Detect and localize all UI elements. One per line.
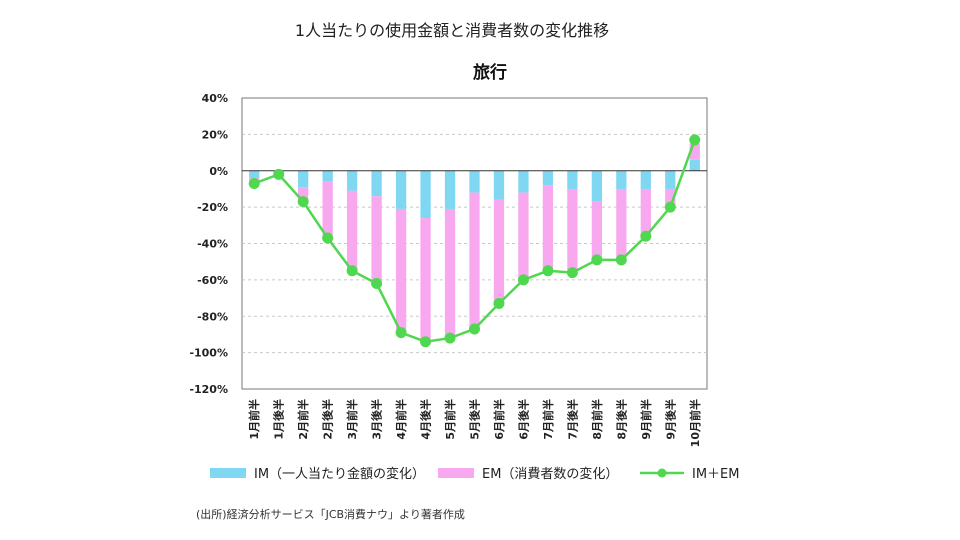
x-tick-label: 7月前半 bbox=[541, 399, 555, 440]
x-tick-label: 2月前半 bbox=[296, 399, 310, 440]
bar-em bbox=[346, 190, 358, 271]
bar-em bbox=[616, 188, 627, 260]
bar-im bbox=[346, 170, 358, 191]
bar-em bbox=[298, 187, 309, 202]
bar-im bbox=[542, 170, 554, 186]
bar-series bbox=[249, 143, 700, 342]
y-tick-label: 0% bbox=[209, 165, 228, 178]
bar-im bbox=[444, 170, 456, 209]
x-tick-label: 3月前半 bbox=[345, 399, 359, 440]
legend-swatch-im bbox=[210, 468, 246, 478]
bar-im bbox=[298, 170, 309, 188]
y-tick-label: 20% bbox=[202, 128, 228, 141]
bar-em bbox=[322, 181, 333, 239]
bar-em bbox=[567, 188, 578, 273]
bar-im bbox=[665, 170, 676, 189]
total-point bbox=[517, 274, 529, 286]
y-tick-label: -60% bbox=[197, 274, 228, 287]
bar-im bbox=[616, 170, 627, 189]
x-tick-label: 6月前半 bbox=[492, 399, 506, 440]
chart-title: 旅行 bbox=[473, 62, 507, 83]
bar-em bbox=[640, 188, 651, 237]
total-line-series bbox=[248, 134, 701, 348]
x-tick-label: 4月前半 bbox=[394, 399, 408, 440]
legend-swatch-total-marker bbox=[657, 468, 667, 478]
legend-label-im: IM（一人当たり金額の変化） bbox=[254, 466, 425, 482]
bar-im bbox=[591, 170, 603, 202]
legend-label-total: IM＋EM bbox=[692, 467, 739, 482]
bar-im bbox=[493, 170, 505, 200]
x-tick-label: 10月前半 bbox=[688, 399, 702, 447]
total-point bbox=[444, 332, 456, 344]
total-point bbox=[371, 278, 383, 290]
bar-em bbox=[493, 199, 505, 304]
y-tick-label: -100% bbox=[189, 347, 228, 360]
total-point bbox=[395, 327, 407, 339]
x-axis-ticks: 1月前半 1月後半 2月前半 2月後半 3月前半 3月後半 4月前半 4月後半 5月前半 5月後半… bbox=[247, 399, 702, 447]
total-point bbox=[273, 168, 285, 180]
x-tick-label: 5月前半 bbox=[443, 399, 457, 440]
legend-swatch-em bbox=[438, 468, 474, 478]
y-tick-label: -80% bbox=[197, 310, 228, 323]
total-point bbox=[542, 265, 554, 277]
x-tick-label: 4月後半 bbox=[419, 399, 433, 440]
total-point bbox=[420, 336, 432, 348]
total-point bbox=[566, 267, 578, 279]
bar-im bbox=[371, 170, 382, 197]
bar-im bbox=[567, 170, 578, 189]
bar-im bbox=[640, 170, 651, 189]
bar-em bbox=[371, 196, 382, 284]
total-point bbox=[346, 265, 358, 277]
bar-em bbox=[542, 185, 554, 271]
figure-title: 1人当たりの使用金額と消費者数の変化推移 bbox=[295, 21, 609, 40]
bar-em bbox=[689, 143, 700, 160]
x-tick-label: 5月後半 bbox=[468, 399, 482, 440]
bar-im bbox=[518, 170, 529, 193]
x-tick-label: 2月後半 bbox=[321, 399, 335, 440]
bar-im bbox=[469, 170, 480, 193]
bar-em bbox=[665, 188, 676, 208]
y-tick-label: -40% bbox=[197, 238, 228, 251]
bar-em bbox=[395, 208, 407, 333]
total-point bbox=[248, 177, 260, 189]
total-point bbox=[615, 254, 627, 266]
y-tick-label: -120% bbox=[189, 383, 228, 396]
total-point bbox=[689, 134, 701, 146]
legend-label-em: EM（消費者数の変化） bbox=[482, 466, 618, 482]
x-tick-label: 7月後半 bbox=[565, 399, 579, 440]
y-axis-ticks: 40% 20% 0% -20% -40% -60% -80% -100% -120% bbox=[189, 92, 228, 396]
x-tick-label: 9月後半 bbox=[663, 399, 677, 440]
x-tick-label: 1月前半 bbox=[247, 399, 261, 440]
bar-em bbox=[591, 201, 603, 260]
bar-em bbox=[518, 192, 529, 280]
legend: IM（一人当たり金額の変化） EM（消費者数の変化） IM＋EM bbox=[210, 466, 739, 482]
total-point bbox=[493, 298, 505, 310]
x-tick-label: 8月前半 bbox=[590, 399, 604, 440]
bar-im bbox=[420, 170, 431, 219]
total-point bbox=[664, 201, 676, 213]
bar-em bbox=[444, 208, 456, 339]
bar-em bbox=[420, 218, 431, 342]
total-point bbox=[640, 230, 652, 242]
total-point bbox=[469, 323, 480, 335]
bar-em bbox=[469, 192, 480, 329]
x-tick-label: 8月後半 bbox=[614, 399, 628, 440]
bar-im bbox=[689, 159, 700, 171]
source-note: (出所)経済分析サービス「JCB消費ナウ」より著者作成 bbox=[196, 507, 465, 521]
x-tick-label: 1月後半 bbox=[272, 399, 286, 440]
bar-im bbox=[395, 170, 407, 209]
plot-area bbox=[241, 97, 708, 390]
total-point bbox=[591, 254, 603, 266]
total-point bbox=[322, 232, 334, 244]
bar-im bbox=[249, 170, 260, 179]
x-tick-label: 3月後半 bbox=[370, 399, 384, 440]
bar-im bbox=[322, 170, 333, 182]
y-tick-label: 40% bbox=[202, 92, 228, 105]
y-tick-label: -20% bbox=[197, 201, 228, 214]
total-point bbox=[297, 196, 309, 208]
x-tick-label: 6月後半 bbox=[516, 399, 530, 440]
x-tick-label: 9月前半 bbox=[639, 399, 653, 440]
